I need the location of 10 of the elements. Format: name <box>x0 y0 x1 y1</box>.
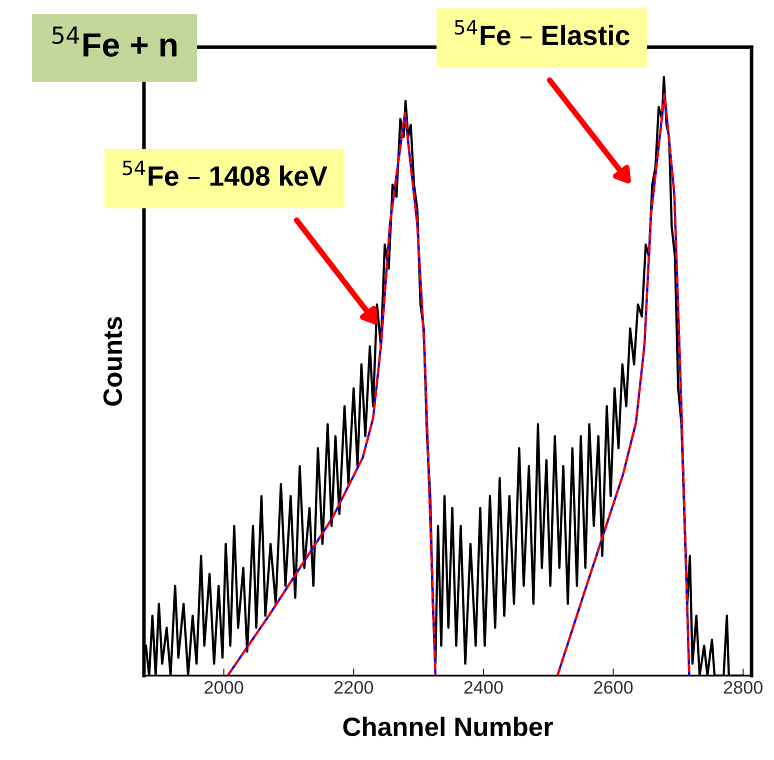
x-tick-label: 2400 <box>464 680 503 694</box>
x-tick-label: 2200 <box>334 680 374 694</box>
text: $^{54}$Fe – Elastic <box>454 20 630 46</box>
y-axis-title: Counts <box>103 317 122 406</box>
x-tick-label: 2000 <box>204 680 244 694</box>
x-tick-label: 2800 <box>724 680 762 694</box>
chart-title: $^{54}$Fe + n <box>52 26 176 57</box>
x-axis-title: Channel Number <box>343 716 553 736</box>
annotation: $^{54}$Fe – 1408 keV <box>122 160 328 186</box>
x-tick-label: 2600 <box>594 680 633 694</box>
